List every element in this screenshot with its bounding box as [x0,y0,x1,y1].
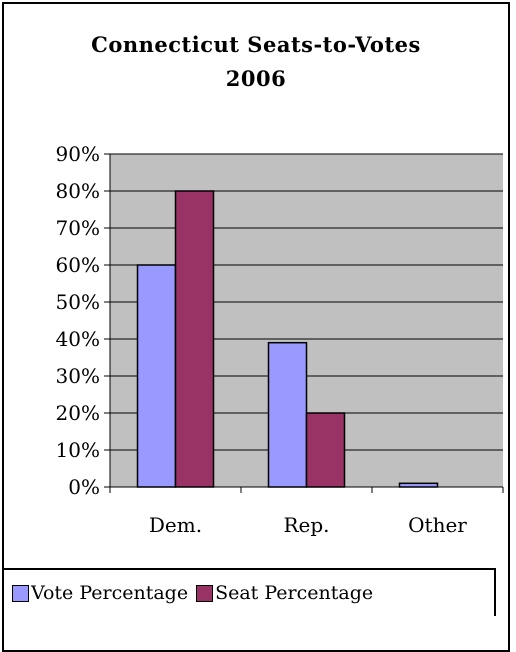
legend-item-vote: Vote Percentage [12,582,188,604]
y-tick-label: 60% [56,253,100,277]
y-tick-label: 20% [56,401,100,425]
y-tick-label: 90% [56,142,100,166]
bar-vote-other [398,482,439,488]
bar-chart: 0% 10% 20% 30% 40% 50% 60% 70% 80% 90% Dem. Rep. Oth… [56,142,504,537]
x-category-label: Rep. [283,513,329,537]
y-tick-label: 30% [56,364,100,388]
y-tick-label: 70% [56,216,100,240]
chart-title-line-2: 2006 [225,66,287,91]
bar-vote-rep [267,341,308,488]
x-category-label: Other [408,513,467,537]
legend-swatch-vote [12,584,29,602]
chart-title-line-1: Connecticut Seats-to-Votes [91,32,421,57]
legend-swatch-seat [196,584,214,602]
y-tick-label: 0% [68,475,100,499]
chart-legend: Vote Percentage Seat Percentage [2,568,496,616]
y-tick-label: 40% [56,327,100,351]
bar-seat-rep [305,412,346,488]
bar-vote-dem [136,264,177,488]
chart-title: Connecticut Seats-to-Votes 2006 [2,28,510,96]
y-tick-label: 80% [56,179,100,203]
bar-seat-dem [174,190,215,488]
legend-item-seat: Seat Percentage [196,582,373,604]
x-category-label: Dem. [149,513,202,537]
y-tick-label: 50% [56,290,100,314]
legend-label-seat: Seat Percentage [215,582,374,604]
y-tick-label: 10% [56,438,100,462]
legend-label-vote: Vote Percentage [31,582,189,604]
